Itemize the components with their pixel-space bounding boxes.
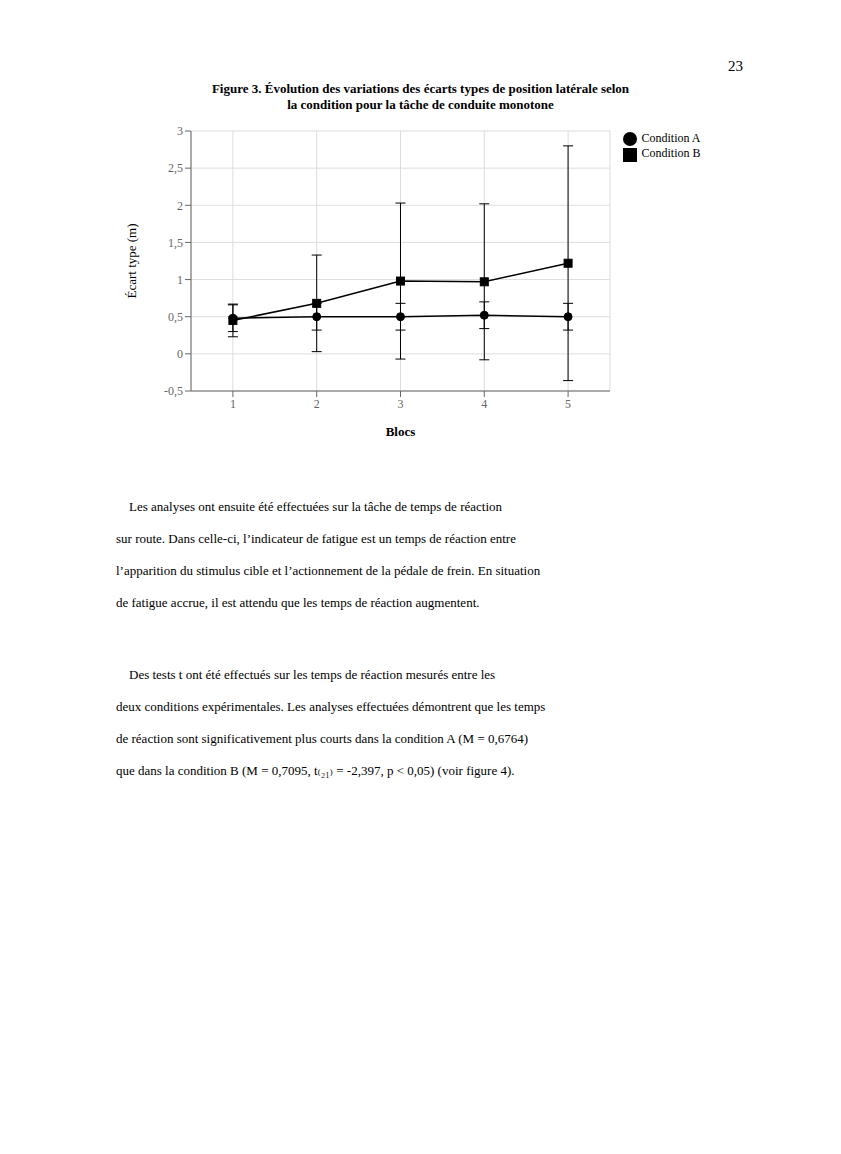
html-text:23: 23 — [728, 58, 743, 74]
svg-text:5: 5 — [565, 397, 571, 411]
svg-text:2: 2 — [313, 397, 319, 411]
svg-text:1: 1 — [177, 273, 183, 287]
html-text:l’apparition du stimulus cible: l’apparition du stimulus cible et l’acti… — [116, 563, 541, 578]
html-text:sur route. Dans celle-ci, l’in: sur route. Dans celle-ci, l’indicateur d… — [116, 531, 516, 546]
svg-text:Écart type (m): Écart type (m) — [123, 223, 138, 298]
html-text:que dans la condition B (M = 0: que dans la condition B (M = 0,7095, t₍₂… — [116, 763, 515, 778]
html-text:Condition B: Condition B — [641, 146, 701, 161]
svg-text:0,5: 0,5 — [168, 310, 183, 324]
html-text:de fatigue accrue, il est atte: de fatigue accrue, il est attendu que le… — [116, 595, 480, 610]
svg-text:3: 3 — [177, 124, 183, 138]
svg-text:Blocs: Blocs — [385, 424, 415, 439]
html-text:Condition A: Condition A — [641, 131, 701, 145]
html-text:Les analyses ont ensuite été e: Les analyses ont ensuite été effectuées … — [116, 499, 502, 514]
svg-text:4: 4 — [481, 397, 487, 411]
html-text:Figure 3. Évolution des variat: Figure 3. Évolution des variations des é… — [211, 81, 630, 96]
svg-text:0: 0 — [177, 347, 183, 361]
svg-text:3: 3 — [397, 397, 403, 411]
svg-text:1: 1 — [229, 397, 235, 411]
svg-text:-0,5: -0,5 — [164, 384, 183, 398]
svg-text:2: 2 — [177, 199, 183, 213]
html-text:de réaction sont significative: de réaction sont significativement plus … — [116, 731, 529, 746]
svg-text:2,5: 2,5 — [168, 161, 183, 175]
html-text:Des tests t ont été effectués: Des tests t ont été effectués sur les te… — [116, 667, 496, 682]
html-text:deux conditions expérimentales: deux conditions expérimentales. Les anal… — [116, 699, 546, 714]
html-text:la condition pour la tâche de: la condition pour la tâche de conduite m… — [287, 97, 554, 112]
svg-text:1,5: 1,5 — [168, 236, 183, 250]
